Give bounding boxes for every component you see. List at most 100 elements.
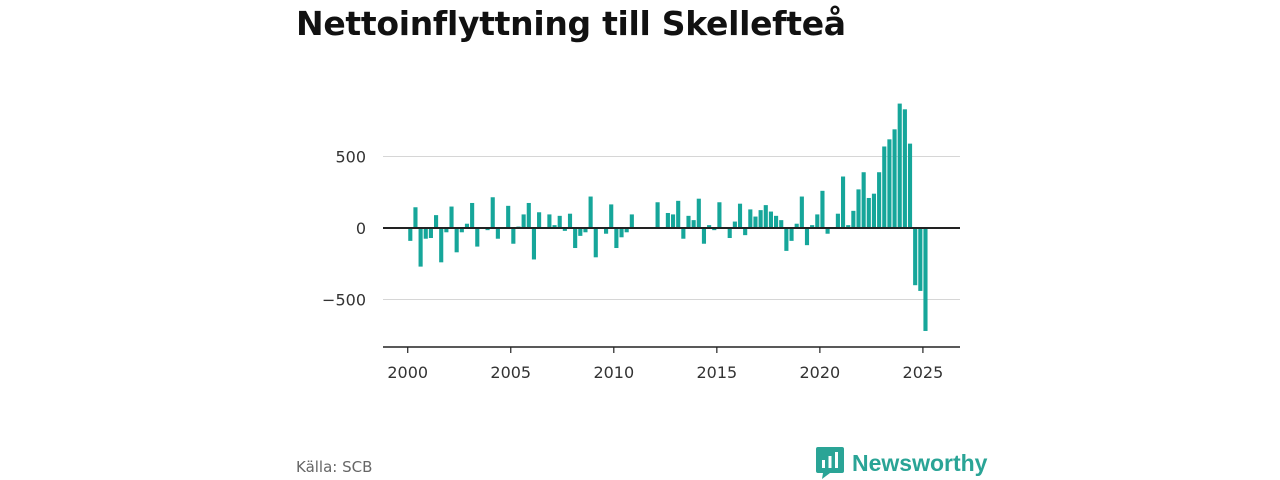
bar	[820, 190, 825, 228]
bar	[712, 228, 717, 231]
bar	[490, 197, 495, 228]
bar	[861, 172, 866, 228]
bar	[588, 196, 593, 228]
bar	[784, 228, 789, 251]
x-tick-label: 2025	[903, 363, 944, 382]
source-note: Källa: SCB	[296, 458, 373, 476]
bar	[753, 216, 758, 228]
bar	[676, 200, 681, 228]
bar	[681, 228, 686, 239]
bar	[526, 202, 531, 228]
bar	[619, 228, 624, 238]
bar	[624, 228, 629, 233]
bars	[408, 103, 928, 331]
bar	[866, 197, 871, 228]
bar	[748, 209, 753, 228]
bar	[871, 193, 877, 228]
bar	[593, 228, 598, 258]
y-tick-label: −500	[322, 291, 366, 310]
bar	[665, 212, 670, 228]
bar	[562, 228, 567, 231]
bar	[454, 228, 459, 253]
chart-title: Nettoinflyttning till Skellefteå	[296, 4, 846, 43]
x-axis-ticks: 2000 2005 2010 2015 2020 2025	[387, 347, 943, 382]
bar	[578, 228, 583, 236]
bar	[629, 214, 634, 228]
bar	[485, 228, 490, 231]
bar	[423, 228, 428, 239]
bar	[763, 205, 768, 228]
bar	[810, 225, 815, 228]
bar	[701, 228, 707, 244]
bar	[434, 215, 439, 228]
bar	[475, 228, 480, 247]
bar	[655, 202, 660, 228]
bar-chart-icon	[816, 447, 844, 479]
bar	[511, 228, 516, 244]
bar	[794, 223, 799, 228]
bar	[567, 213, 573, 228]
bar	[717, 202, 722, 228]
bar	[696, 198, 701, 228]
bar	[506, 205, 511, 228]
bar	[897, 103, 902, 228]
bar	[851, 210, 856, 228]
bar	[856, 189, 861, 228]
bar	[583, 228, 588, 233]
bar	[768, 211, 773, 228]
bar	[418, 228, 423, 267]
bar	[840, 176, 846, 228]
bar	[428, 228, 433, 239]
bar	[887, 139, 892, 228]
x-tick-label: 2005	[490, 363, 531, 382]
y-tick-label: 0	[356, 219, 366, 238]
bar	[614, 228, 619, 249]
bar	[737, 203, 743, 228]
x-tick-label: 2020	[800, 363, 841, 382]
gridlines	[383, 156, 960, 300]
bar	[727, 228, 732, 239]
bar	[779, 220, 784, 228]
bar	[804, 228, 810, 246]
bar	[547, 214, 552, 228]
bar	[521, 214, 526, 228]
bar	[815, 214, 820, 228]
bar	[877, 172, 882, 228]
y-axis-ticks: −500 0 500	[322, 148, 366, 310]
bar	[789, 228, 794, 241]
bar	[892, 129, 897, 228]
bar	[459, 228, 464, 233]
bar	[495, 228, 500, 239]
bar	[825, 228, 830, 234]
bar	[670, 214, 676, 228]
bar	[531, 228, 537, 260]
bar	[835, 213, 840, 228]
bar	[923, 228, 928, 331]
bar	[691, 220, 696, 228]
bar	[408, 228, 413, 241]
bar	[609, 204, 614, 228]
x-tick-label: 2000	[387, 363, 428, 382]
bar	[464, 223, 470, 228]
bar-chart: 2000 2005 2010 2015 2020 2025 −500 0 500	[322, 103, 960, 382]
bar	[537, 212, 542, 228]
x-tick-label: 2015	[696, 363, 737, 382]
bar	[758, 210, 763, 229]
bar	[557, 215, 562, 228]
y-tick-label: 500	[335, 148, 366, 167]
bar	[686, 215, 691, 228]
bar	[902, 109, 907, 228]
x-tick-label: 2010	[593, 363, 634, 382]
brand-name: Newsworthy	[852, 449, 988, 476]
bar	[907, 143, 913, 228]
bar	[918, 228, 923, 291]
newsworthy-logo[interactable]: Newsworthy	[816, 447, 987, 479]
bar	[707, 225, 712, 228]
bar	[743, 228, 748, 236]
bar	[439, 228, 444, 263]
bar	[732, 221, 737, 228]
bar	[573, 228, 578, 249]
bar	[799, 196, 804, 228]
bar	[913, 228, 918, 286]
bar	[444, 228, 449, 233]
